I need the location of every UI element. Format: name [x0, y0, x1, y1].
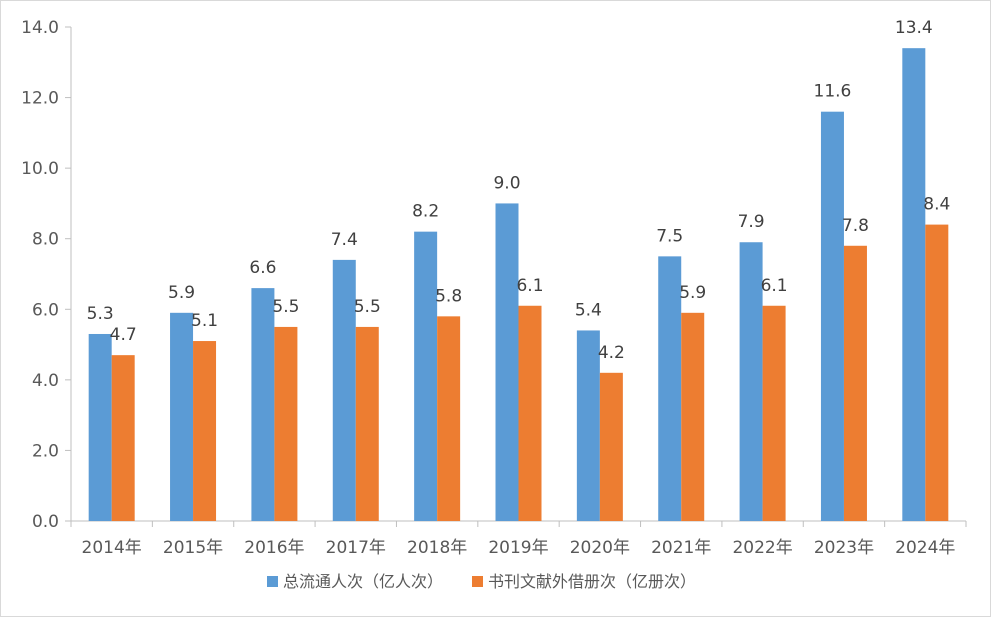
bar-series-1	[495, 203, 519, 521]
data-label-series-1: 11.6	[814, 82, 852, 102]
legend-swatch-series-1	[267, 576, 278, 587]
bar-series-2	[437, 316, 461, 521]
bar-series-1	[739, 242, 763, 521]
y-tick-label: 12.0	[21, 89, 59, 109]
data-label-series-1: 7.4	[331, 230, 358, 250]
data-label-series-2: 5.1	[191, 311, 218, 331]
x-tick-label: 2015年	[163, 538, 223, 558]
data-label-series-1: 5.3	[87, 304, 114, 324]
x-tick-label: 2021年	[651, 538, 711, 558]
bar-series-2	[762, 305, 786, 521]
bar-series-1	[88, 333, 112, 521]
bar-series-2	[355, 326, 379, 521]
data-label-series-1: 7.5	[656, 226, 683, 246]
x-tick-label: 2016年	[244, 538, 304, 558]
data-label-series-2: 8.4	[923, 195, 950, 215]
data-label-series-1: 5.4	[575, 300, 602, 320]
x-tick-label: 2019年	[488, 538, 548, 558]
bar-series-2	[111, 355, 135, 521]
data-label-series-2: 4.2	[598, 343, 625, 363]
bar-series-2	[274, 326, 298, 521]
bar-series-2	[518, 305, 542, 521]
y-tick-label: 0.0	[32, 512, 59, 532]
y-tick-label: 2.0	[32, 441, 59, 461]
data-label-series-1: 7.9	[738, 212, 765, 232]
bar-series-1	[902, 48, 926, 522]
data-label-series-2: 5.5	[272, 297, 299, 317]
bar-series-1	[332, 259, 356, 521]
x-axis: 2014年 2015年 2016年 2017年 2018年 2019年 2020年 2021年…	[70, 520, 967, 558]
y-tick-label: 10.0	[21, 159, 59, 179]
bar-series-1	[820, 111, 844, 521]
bar-series-2	[843, 245, 867, 521]
x-tick-label: 2020年	[570, 538, 630, 558]
x-tick-label: 2022年	[732, 538, 792, 558]
bar-series-1	[251, 288, 275, 521]
data-label-series-2: 5.8	[435, 286, 462, 306]
data-label-series-2: 6.1	[761, 276, 788, 296]
data-label-series-1: 9.0	[493, 173, 520, 193]
x-tick-label: 2018年	[407, 538, 467, 558]
data-label-series-1: 5.9	[168, 283, 195, 303]
data-label-series-2: 5.9	[679, 283, 706, 303]
bar-series-2	[681, 312, 705, 521]
bar-series-2	[599, 372, 623, 521]
legend: 总流通人次（亿人次） 书刊文献外借册次（亿册次）	[267, 572, 696, 591]
legend-swatch-series-2	[472, 576, 483, 587]
x-tick-label: 2017年	[326, 538, 386, 558]
bar-series-2	[193, 341, 217, 521]
data-label-series-1: 6.6	[249, 258, 276, 278]
data-label-series-2: 6.1	[516, 276, 543, 296]
legend-label-series-2: 书刊文献外借册次（亿册次）	[488, 572, 696, 591]
x-tick-label: 2023年	[814, 538, 874, 558]
y-tick-label: 4.0	[32, 371, 59, 391]
data-labels: 5.3 5.9 6.6 7.4 8.2 9.0 5.4 7.5 7.9 11.6 13.4 4.7 5.…	[87, 18, 951, 363]
y-tick-label: 8.0	[32, 230, 59, 250]
x-tick-label: 2024年	[895, 538, 955, 558]
x-tick-label: 2014年	[82, 538, 142, 558]
bars	[88, 48, 949, 522]
bar-series-1	[414, 231, 438, 521]
bar-series-2	[925, 224, 949, 521]
data-label-series-2: 5.5	[354, 297, 381, 317]
legend-label-series-1: 总流通人次（亿人次）	[283, 572, 443, 591]
bar-series-1	[170, 312, 194, 521]
y-tick-label: 6.0	[32, 300, 59, 320]
data-label-series-1: 13.4	[895, 18, 933, 38]
data-label-series-1: 8.2	[412, 202, 439, 222]
data-label-series-2: 4.7	[110, 325, 137, 345]
data-label-series-2: 7.8	[842, 216, 869, 236]
bar-series-1	[658, 256, 682, 521]
y-tick-label: 14.0	[21, 18, 59, 38]
bar-series-1	[576, 330, 600, 521]
y-axis: 0.0 2.0 4.0 6.0 8.0 10.0 12.0 14.0	[21, 18, 72, 532]
